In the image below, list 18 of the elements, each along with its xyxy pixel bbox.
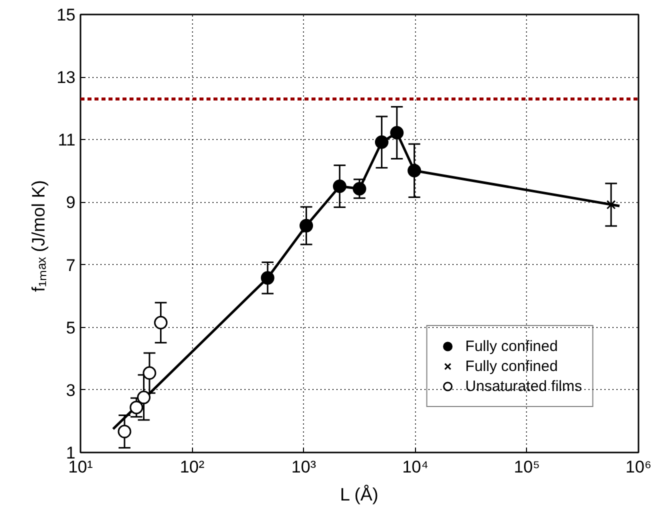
y-tick-label: 15 xyxy=(56,6,76,24)
y-tick-label: 7 xyxy=(66,256,76,275)
y-tick-label: 9 xyxy=(66,193,76,212)
legend-label: Unsaturated films xyxy=(465,378,582,394)
y-axis-title: f₁ₘₐₓ (J/mol K) xyxy=(28,180,49,292)
x-tick-label: 10⁵ xyxy=(514,458,540,476)
y-tick-label: 5 xyxy=(66,318,76,338)
x-axis-title: L (Å) xyxy=(340,484,378,504)
y-tick-label: 13 xyxy=(56,68,76,88)
legend-label: Fully confined xyxy=(465,358,558,374)
x-tick-label: 10⁴ xyxy=(402,458,428,476)
x-tick-label: 10⁶ xyxy=(626,458,652,476)
y-tick-label: 11 xyxy=(58,130,76,150)
x-tick-label: 10¹ xyxy=(68,458,94,476)
y-tick-label: 3 xyxy=(66,380,76,400)
legend-label: Fully confined xyxy=(465,338,558,354)
x-tick-label: 10² xyxy=(180,458,205,476)
x-tick-label: 10³ xyxy=(291,458,316,476)
